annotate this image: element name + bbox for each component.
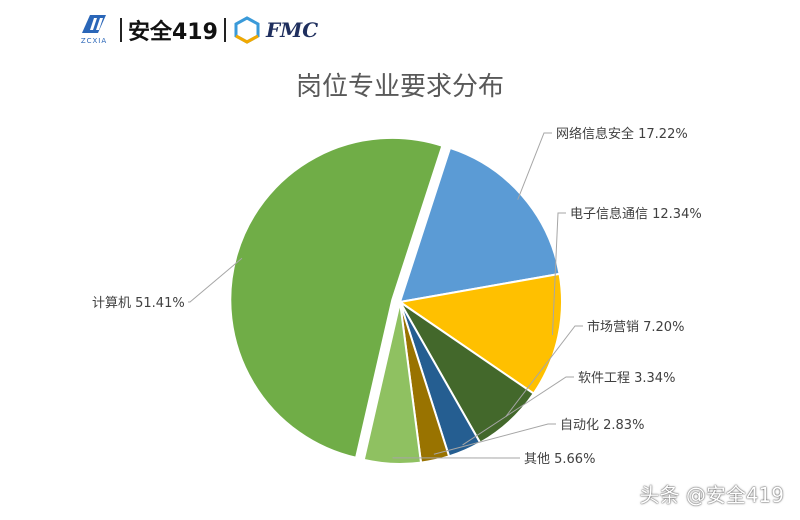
slice-label-3: 软件工程 3.34% — [578, 371, 675, 386]
pie-slice-1 — [397, 272, 563, 395]
pie-slice-6 — [229, 136, 444, 459]
chart-title: 岗位专业要求分布 — [295, 72, 504, 102]
leader-line-0 — [517, 132, 552, 200]
header-separator — [223, 18, 226, 42]
header-logos: ZCXIA 安全419 FMC — [74, 10, 318, 50]
fmc-text: FMC — [265, 18, 319, 42]
leader-line-3 — [462, 376, 574, 446]
leader-line-2 — [505, 325, 583, 418]
header-separator — [120, 18, 122, 42]
watermark: 头条 @安全419 — [639, 483, 784, 507]
brand-name: 安全419 — [128, 20, 218, 45]
slice-label-0: 网络信息安全 17.22% — [556, 126, 688, 142]
slice-label-4: 自动化 2.83% — [560, 418, 644, 433]
zcxia-logo: ZCXIA — [74, 11, 114, 49]
leader-line-1 — [551, 212, 566, 335]
leader-line-6 — [188, 257, 243, 303]
zcxia-logo-mark-icon — [82, 15, 106, 33]
slice-label-5: 其他 5.66% — [524, 452, 595, 467]
slice-label-1: 电子信息通信 12.34% — [570, 206, 702, 222]
fmc-logo-icon — [234, 16, 260, 44]
zcxia-logo-text: ZCXIA — [80, 37, 108, 45]
slice-label-2: 市场营销 7.20% — [587, 319, 684, 335]
slice-label-6: 计算机 51.41% — [92, 296, 185, 311]
leader-line-4 — [433, 423, 556, 455]
pie-slice-5 — [362, 301, 423, 465]
